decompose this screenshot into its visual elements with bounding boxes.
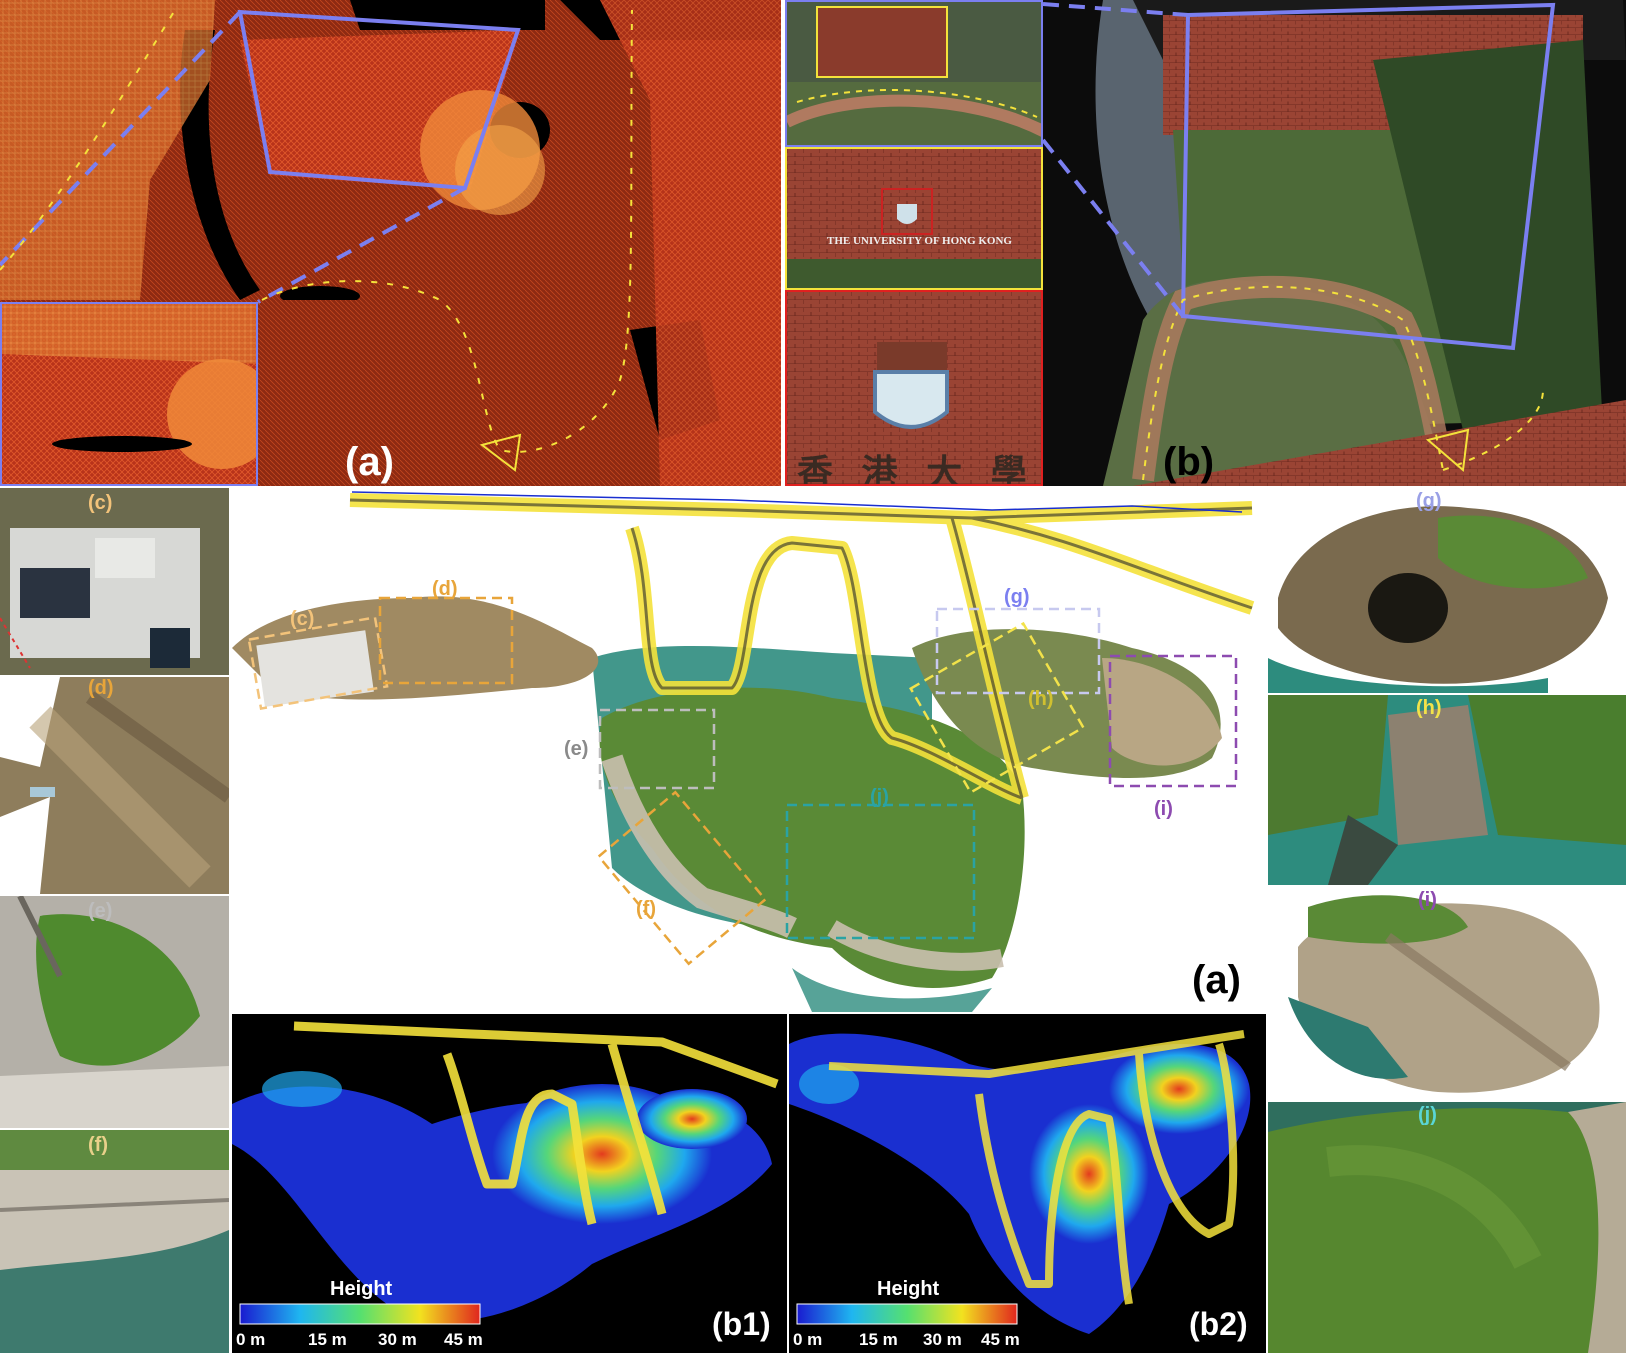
pointcloud-panel-a: (a) [0,0,781,486]
region-tag-h: (h) [1028,688,1054,710]
region-tag-g: (g) [1004,586,1030,608]
textured-panel-b: THE UNIVERSITY OF HONG KONG 香 港 大 學 [785,0,1626,486]
thumb-crest: 香 港 大 學 [785,290,1043,486]
panel-label-b1: (b1) [712,1306,771,1342]
chinese-text: 香 港 大 學 [797,453,1035,486]
thumb-sign: THE UNIVERSITY OF HONG KONG [785,147,1043,290]
crop-i-tag: (i) [1418,889,1437,911]
thumb-overview [785,0,1043,147]
region-tag-c: (c) [290,608,315,630]
crop-i: (i) [1268,887,1626,1100]
colorbar-tick-b1-2: 30 m [378,1330,417,1349]
colorbar-tick-b1-0: 0 m [236,1330,266,1349]
crop-e-tag: (e) [88,900,113,922]
heightmap-b2: Height 0 m 15 m 30 m 45 m (b2) [789,1014,1266,1353]
crop-f: (f) [0,1130,229,1353]
colorbar-title-b1: Height [330,1278,393,1300]
panel-label-b-top: (b) [1163,440,1215,484]
crop-e: (e) [0,896,229,1128]
pointcloud-inset [0,302,258,486]
colorbar-tick-b2-1: 15 m [859,1330,898,1349]
crop-h-tag: (h) [1416,697,1442,719]
crop-d-tag: (d) [88,677,114,699]
colorbar-tick-b2-3: 45 m [981,1330,1020,1349]
region-tag-j: (j) [870,786,889,808]
region-tag-f: (f) [636,898,656,920]
island-scene [232,491,1255,1012]
panel-label-a-top: (a) [345,440,394,484]
sign-text: THE UNIVERSITY OF HONG KONG [827,235,1012,247]
dashed-connectors-b [1041,2,1189,318]
crop-g-tag: (g) [1416,490,1442,512]
crop-c: (c) [0,488,229,675]
panel-label-a-island: (a) [1192,958,1241,1002]
crop-j-tag: (j) [1418,1104,1437,1126]
region-tag-d: (d) [432,578,458,600]
panel-label-b2: (b2) [1189,1306,1248,1342]
crop-f-tag: (f) [88,1134,108,1156]
crop-j: (j) [1268,1102,1626,1353]
crop-g: (g) [1268,488,1626,693]
island-model-panel: (c) (d) (e) (f) (g) (h) (i) (j) (a) [232,488,1266,1012]
colorbar-tick-b2-2: 30 m [923,1330,962,1349]
textured-scene [1043,0,1626,486]
crop-h: (h) [1268,695,1626,885]
crop-c-tag: (c) [88,492,113,514]
heightmap-b1: Height 0 m 15 m 30 m 45 m (b1) [232,1014,787,1353]
colorbar-title-b2: Height [877,1278,940,1300]
region-tag-e: (e) [564,738,589,760]
region-tag-i: (i) [1154,798,1173,820]
colorbar-tick-b1-1: 15 m [308,1330,347,1349]
crop-d: (d) [0,677,229,894]
colorbar-tick-b2-0: 0 m [793,1330,823,1349]
colorbar-tick-b1-3: 45 m [444,1330,483,1349]
